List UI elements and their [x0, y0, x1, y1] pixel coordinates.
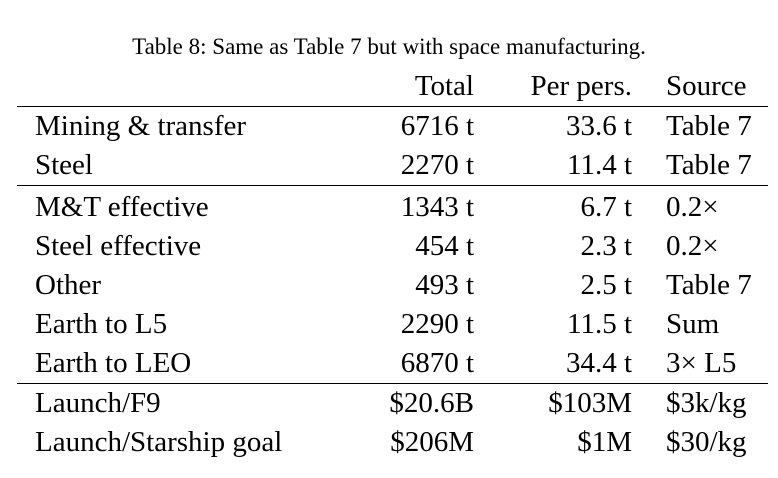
row-per-person: 34.4 t — [474, 344, 632, 384]
row-label: Steel effective — [35, 230, 202, 262]
row-label: Other — [35, 269, 102, 301]
row-label: Earth to LEO — [17, 344, 337, 384]
header-source: Source — [632, 66, 768, 107]
row-per-person: 11.5 t — [567, 308, 632, 340]
row-source: 0.2× — [666, 191, 719, 223]
table-row: Mining & transfer 6716 t 33.6 t Table 7 — [17, 107, 768, 147]
row-total: 493 t — [415, 269, 474, 301]
header-per-person: Per pers. — [474, 66, 632, 107]
header-total: Total — [337, 66, 474, 107]
table-row: M&T effective 1343 t 6.7 t 0.2× — [17, 186, 768, 228]
row-total: 6716 t — [400, 110, 474, 142]
row-total: $20.6B — [389, 387, 474, 419]
row-total: 2270 t — [337, 146, 474, 186]
row-per-person: 2.5 t — [580, 269, 632, 301]
row-per-person: $103M — [548, 387, 632, 419]
table-row: Steel effective 454 t 2.3 t 0.2× — [17, 227, 768, 266]
row-label: Steel — [17, 146, 337, 186]
table-row: Launch/Starship goal $206M $1M $30/kg — [17, 423, 768, 462]
table-header-row: Total Per pers. Source — [17, 66, 768, 107]
row-source: Table 7 — [632, 146, 768, 186]
table-row: Steel 2270 t 11.4 t Table 7 — [17, 146, 768, 186]
row-label: M&T effective — [35, 191, 209, 223]
header-label — [17, 66, 337, 107]
row-total: 454 t — [415, 230, 474, 262]
row-per-person: 33.6 t — [565, 110, 632, 142]
row-source: Sum — [666, 308, 720, 340]
row-source: Table 7 — [666, 269, 752, 301]
row-per-person: 6.7 t — [580, 191, 632, 223]
row-label: Launch/Starship goal — [35, 426, 283, 458]
row-label: Earth to L5 — [35, 308, 168, 340]
table-row: Other 493 t 2.5 t Table 7 — [17, 266, 768, 305]
row-source: $3k/kg — [666, 387, 747, 419]
row-source: 0.2× — [666, 230, 719, 262]
row-per-person: 11.4 t — [474, 146, 632, 186]
table-row: Launch/F9 $20.6B $103M $3k/kg — [17, 384, 768, 424]
row-label: Launch/F9 — [35, 387, 161, 419]
row-total: 6870 t — [337, 344, 474, 384]
row-total: 1343 t — [400, 191, 474, 223]
row-source: 3× L5 — [632, 344, 768, 384]
row-source: $30/kg — [666, 426, 747, 458]
table-row: Earth to L5 2290 t 11.5 t Sum — [17, 305, 768, 344]
row-per-person: 2.3 t — [580, 230, 632, 262]
row-total: $206M — [390, 426, 474, 458]
row-label: Mining & transfer — [35, 110, 247, 142]
table-caption: Table 8: Same as Table 7 but with space … — [132, 34, 646, 59]
row-per-person: $1M — [577, 426, 632, 458]
row-source: Table 7 — [666, 110, 752, 142]
manufacturing-table: Total Per pers. Source Mining & transfer… — [17, 66, 768, 462]
table-row: Earth to LEO 6870 t 34.4 t 3× L5 — [17, 344, 768, 384]
row-total: 2290 t — [400, 308, 474, 340]
